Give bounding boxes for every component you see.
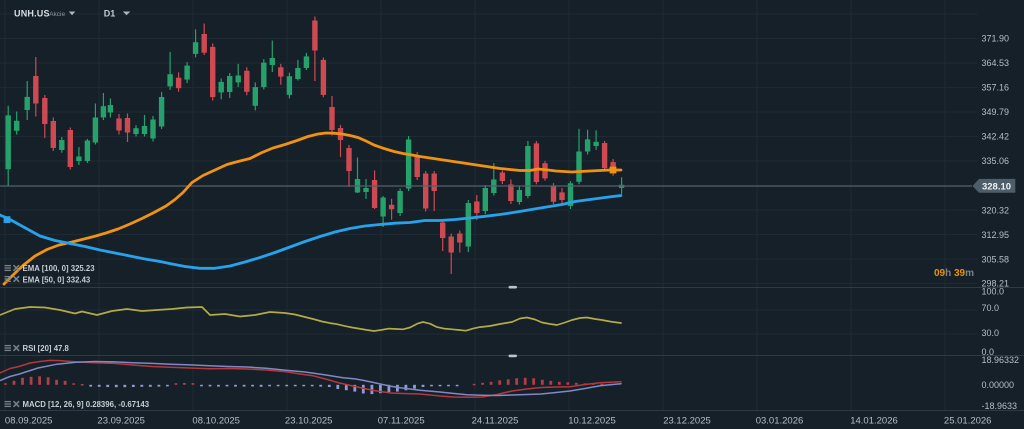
svg-text:-18.9633: -18.9633 (982, 401, 1018, 411)
svg-text:23.10.2025: 23.10.2025 (285, 416, 333, 427)
svg-text:D1: D1 (104, 9, 116, 19)
svg-text:349.79: 349.79 (982, 107, 1010, 117)
svg-text:0.0: 0.0 (982, 347, 995, 357)
svg-text:342.42: 342.42 (982, 132, 1010, 142)
svg-text:312.95: 312.95 (982, 230, 1010, 240)
svg-text:70.0: 70.0 (982, 303, 1000, 313)
svg-text:298.21: 298.21 (982, 279, 1010, 289)
svg-text:UNH.US: UNH.US (14, 9, 50, 19)
svg-text:07.11.2025: 07.11.2025 (378, 416, 425, 427)
svg-text:EMA [50, 0] 332.43: EMA [50, 0] 332.43 (23, 276, 91, 285)
svg-text:08.09.2025: 08.09.2025 (5, 416, 53, 427)
svg-text:23.12.2025: 23.12.2025 (663, 416, 711, 427)
svg-text:14.01.2026: 14.01.2026 (850, 416, 898, 427)
svg-text:Akcie: Akcie (49, 11, 65, 18)
svg-text:24.11.2025: 24.11.2025 (472, 416, 519, 427)
svg-text:320.32: 320.32 (982, 206, 1010, 216)
svg-text:RSI [20] 47.8: RSI [20] 47.8 (23, 344, 70, 353)
svg-text:25.01.2026: 25.01.2026 (944, 416, 992, 427)
svg-text:30.0: 30.0 (982, 328, 1000, 338)
svg-text:MACD [12, 26, 9] 0.28396, -0.: MACD [12, 26, 9] 0.28396, -0.67143 (23, 400, 150, 409)
svg-text:EMA [100, 0] 325.23: EMA [100, 0] 325.23 (23, 264, 96, 273)
svg-text:10.12.2025: 10.12.2025 (568, 416, 616, 427)
svg-text:364.53: 364.53 (982, 58, 1010, 68)
svg-text:03.01.2026: 03.01.2026 (756, 416, 804, 427)
svg-text:357.16: 357.16 (982, 83, 1010, 93)
svg-text:371.90: 371.90 (982, 34, 1010, 44)
svg-text:0.00000: 0.00000 (982, 380, 1015, 390)
svg-text:305.58: 305.58 (982, 255, 1010, 265)
svg-text:08.10.2025: 08.10.2025 (192, 416, 240, 427)
svg-text:335.06: 335.06 (982, 156, 1010, 166)
svg-text:18.96332: 18.96332 (982, 355, 1020, 365)
svg-text:328.10: 328.10 (982, 181, 1011, 192)
svg-text:100.0: 100.0 (982, 287, 1005, 297)
svg-text:09h 39m: 09h 39m (934, 268, 974, 279)
svg-text:23.09.2025: 23.09.2025 (97, 416, 145, 427)
